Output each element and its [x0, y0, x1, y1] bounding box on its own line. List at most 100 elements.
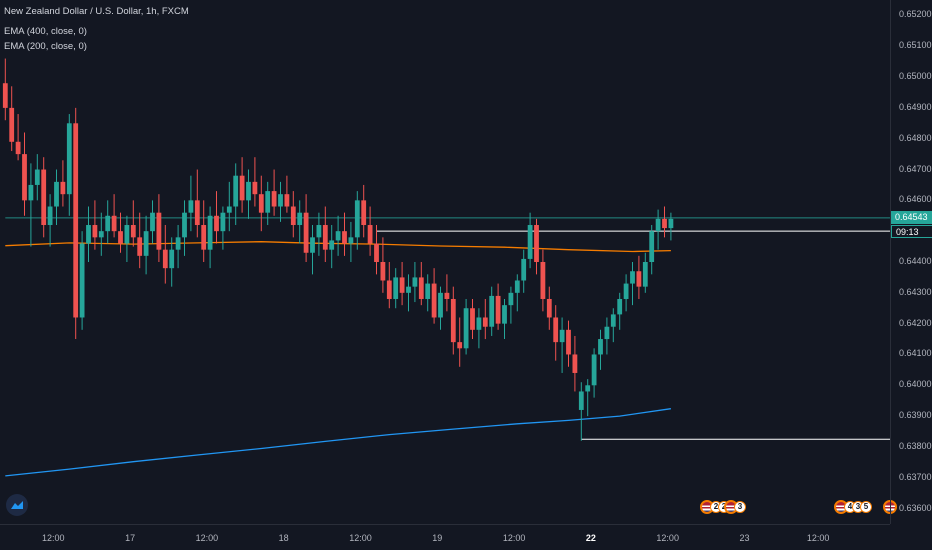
candle-body: [354, 200, 360, 238]
candle-body: [73, 123, 79, 318]
candle-body: [265, 191, 271, 213]
candle-body: [303, 212, 309, 253]
candle-body: [610, 314, 616, 327]
candle-body: [175, 237, 181, 250]
candle-body: [9, 107, 15, 142]
candle-body: [322, 225, 328, 250]
candle-body: [182, 212, 187, 238]
candle-body: [54, 181, 59, 207]
candle-body: [105, 215, 111, 232]
candle-body: [642, 262, 648, 287]
time-tick-label: 17: [125, 533, 136, 543]
candle-body: [284, 194, 290, 207]
candle-body: [246, 181, 251, 201]
candle-body: [342, 231, 347, 244]
candle-body: [553, 317, 559, 343]
chart-area[interactable]: New Zealand Dollar / U.S. Dollar, 1h, FX…: [0, 0, 897, 524]
event-count-badge: 3: [734, 501, 746, 513]
candle-body: [412, 277, 418, 287]
candle-body: [271, 191, 277, 207]
candle-body: [482, 317, 488, 327]
candle-body: [233, 175, 239, 207]
candle-body: [310, 237, 315, 253]
candle-body: [60, 181, 66, 195]
candle-body: [495, 295, 501, 324]
candle-body: [297, 212, 303, 226]
candle-body: [540, 262, 546, 299]
candle-body: [444, 292, 450, 299]
candle-body: [220, 212, 226, 232]
candle-body: [207, 215, 213, 250]
candle-body: [374, 243, 379, 262]
candle-body: [585, 385, 591, 392]
candle-body: [662, 218, 667, 229]
time-scale[interactable]: 12:00 17 12:00 18 12:00 19 12:00 22 12:00 23 12:00: [0, 524, 890, 550]
candle-body: [617, 298, 623, 315]
candle-body: [457, 342, 463, 349]
candle-body: [111, 215, 117, 232]
candle-body: [367, 225, 373, 244]
price-scale[interactable]: 0.65200 0.65100 0.65000 0.64900 0.64800 0.647…: [890, 0, 932, 524]
event-count-badge: 5: [860, 501, 872, 513]
candle-body: [470, 308, 475, 330]
candle-body: [604, 326, 610, 340]
candle-body: [655, 218, 661, 232]
candle-body: [34, 169, 40, 185]
candle-body: [130, 225, 136, 238]
tradingview-logo-icon[interactable]: [6, 494, 28, 516]
candle-body: [489, 295, 495, 327]
price-tick-label: 0.64000: [899, 379, 932, 390]
price-chart[interactable]: [0, 0, 890, 524]
time-tick-label: 12:00: [502, 533, 526, 543]
candle-body: [316, 225, 322, 238]
candle-body: [649, 231, 655, 262]
price-tick-label: 0.64900: [899, 101, 932, 112]
candle-body: [258, 194, 264, 213]
price-tick-label: 0.63900: [899, 410, 932, 421]
candle-body: [98, 231, 104, 238]
ema-200-legend[interactable]: EMA (200, close, 0): [4, 41, 87, 52]
price-tick-label: 0.65200: [899, 9, 932, 20]
candle-body: [514, 280, 520, 293]
candle-body: [431, 283, 437, 318]
economic-event-marker[interactable]: 3: [724, 500, 746, 514]
candle-body: [169, 249, 175, 269]
candle-body: [214, 215, 219, 232]
candle-body: [47, 206, 53, 226]
price-tick-label: 0.64800: [899, 132, 932, 143]
candle-body: [278, 194, 283, 207]
candle-body: [527, 225, 533, 259]
candle-body: [188, 200, 194, 213]
ema-400-legend[interactable]: EMA (400, close, 0): [4, 26, 87, 37]
countdown-tag: 09:13: [891, 224, 932, 238]
symbol-title[interactable]: New Zealand Dollar / U.S. Dollar, 1h, FX…: [4, 6, 189, 17]
candle-body: [28, 184, 34, 201]
price-tick-label: 0.64600: [899, 194, 932, 205]
candle-body: [124, 225, 130, 244]
time-tick-label: 23: [739, 533, 750, 543]
price-tick-label: 0.63800: [899, 440, 932, 451]
candle-body: [22, 154, 27, 201]
candle-body: [201, 225, 207, 250]
economic-event-marker[interactable]: 22: [700, 500, 730, 514]
price-tick-label: 0.64400: [899, 256, 932, 266]
candle-body: [386, 280, 392, 299]
price-tick-label: 0.64200: [899, 317, 932, 328]
candle-body: [463, 308, 469, 349]
candle-body: [534, 225, 539, 262]
candle-body: [636, 271, 642, 287]
candle-body: [143, 231, 149, 256]
candle-body: [2, 83, 8, 108]
candle-body: [66, 123, 72, 195]
candle-body: [668, 218, 674, 229]
candle-body: [572, 354, 578, 373]
candle-body: [380, 262, 386, 281]
candle-body: [393, 277, 399, 299]
price-tick-label: 0.65100: [899, 40, 932, 51]
candle-body: [418, 277, 424, 299]
candle-body: [15, 141, 21, 155]
price-tick-label: 0.63700: [899, 471, 932, 482]
candle-body: [559, 329, 565, 343]
candle-body: [630, 271, 635, 284]
